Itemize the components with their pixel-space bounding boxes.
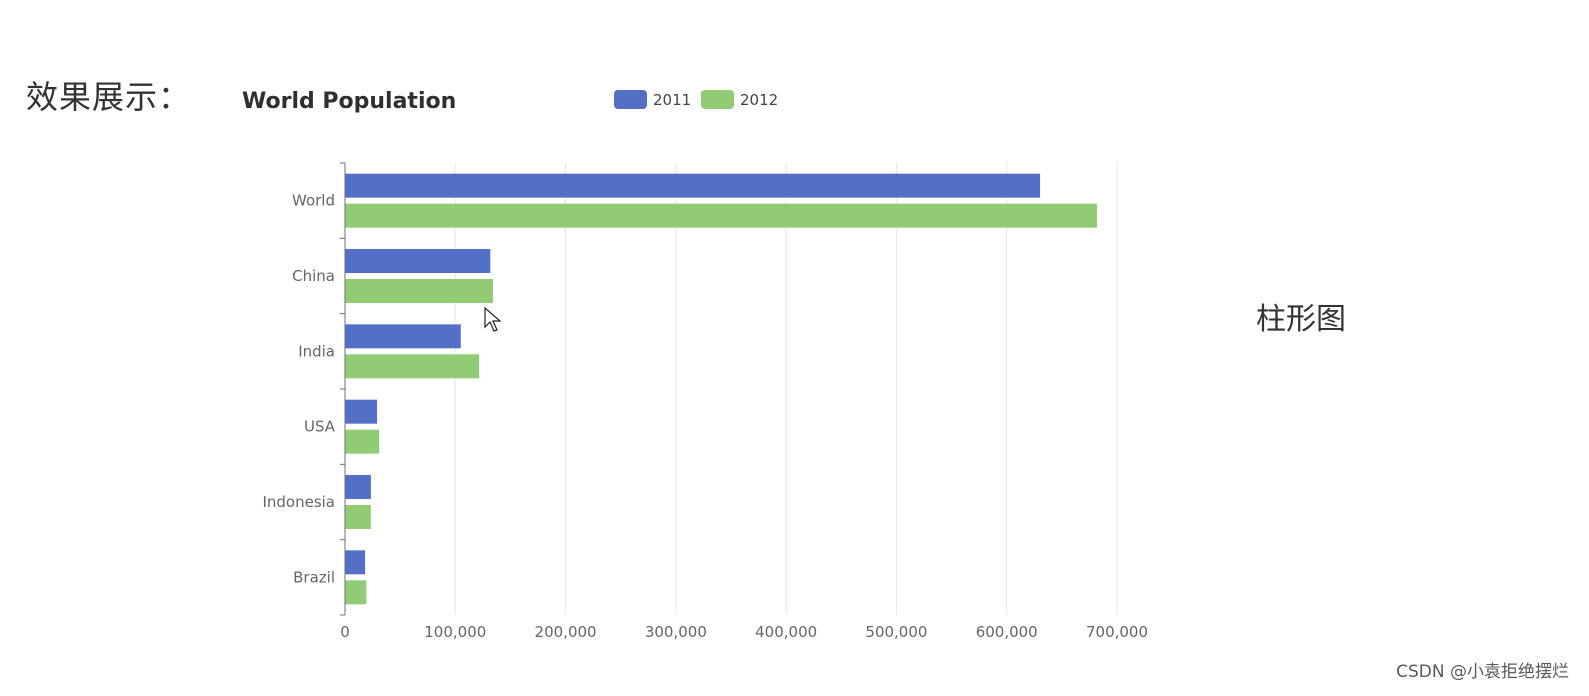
bar-usa-2012[interactable]: [345, 429, 380, 454]
x-tick-label: 200,000: [535, 623, 597, 641]
bar-brazil-2011[interactable]: [345, 550, 366, 575]
chart-type-label: 柱形图: [1256, 302, 1346, 337]
bar-china-2011[interactable]: [345, 249, 491, 273]
y-tick-label-brazil: Brazil: [293, 568, 335, 586]
y-axis: World China India USA Indonesia Brazil: [262, 162, 346, 616]
mouse-cursor-icon: [484, 307, 502, 332]
y-tick-label-indonesia: Indonesia: [262, 493, 335, 511]
bar-world-2012[interactable]: [345, 203, 1097, 228]
bar-usa-2011[interactable]: [345, 399, 378, 424]
watermark: CSDN @小袁拒绝摆烂: [1396, 662, 1569, 682]
x-tick-label: 500,000: [865, 623, 927, 641]
x-tick-label: 0: [340, 623, 350, 641]
legend-swatch-2012[interactable]: [701, 90, 734, 109]
chart-legend: 2011 2012: [614, 90, 778, 109]
bar-india-2011[interactable]: [345, 324, 461, 349]
legend-label-2011[interactable]: 2011: [653, 91, 691, 109]
x-tick-label: 100,000: [424, 623, 486, 641]
bar-world-2011[interactable]: [345, 173, 1041, 198]
x-tick-label: 300,000: [645, 623, 707, 641]
y-tick-label-china: China: [292, 267, 335, 285]
population-bar-chart: World Population 2011 2012 World China Ind…: [242, 89, 1148, 641]
y-tick-label-india: India: [298, 342, 335, 360]
bar-indonesia-2011[interactable]: [345, 475, 371, 499]
x-tick-label: 400,000: [755, 623, 817, 641]
x-tick-label: 600,000: [976, 623, 1038, 641]
gridlines: [454, 163, 1118, 615]
legend-swatch-2011[interactable]: [614, 90, 647, 109]
y-tick-label-usa: USA: [304, 418, 336, 436]
bar-indonesia-2012[interactable]: [345, 505, 371, 529]
x-tick-label: 700,000: [1086, 623, 1148, 641]
bar-china-2012[interactable]: [345, 279, 493, 303]
bar-india-2012[interactable]: [345, 354, 480, 379]
chart-title: World Population: [242, 89, 456, 114]
bar-brazil-2012[interactable]: [345, 580, 367, 605]
legend-label-2012[interactable]: 2012: [740, 91, 778, 109]
page-label: 效果展示：: [26, 78, 192, 116]
x-axis: 0 100,000 200,000 300,000 400,000 500,000 600,…: [340, 623, 1148, 641]
bar-group: [345, 173, 1097, 605]
y-tick-label-world: World: [292, 192, 335, 210]
